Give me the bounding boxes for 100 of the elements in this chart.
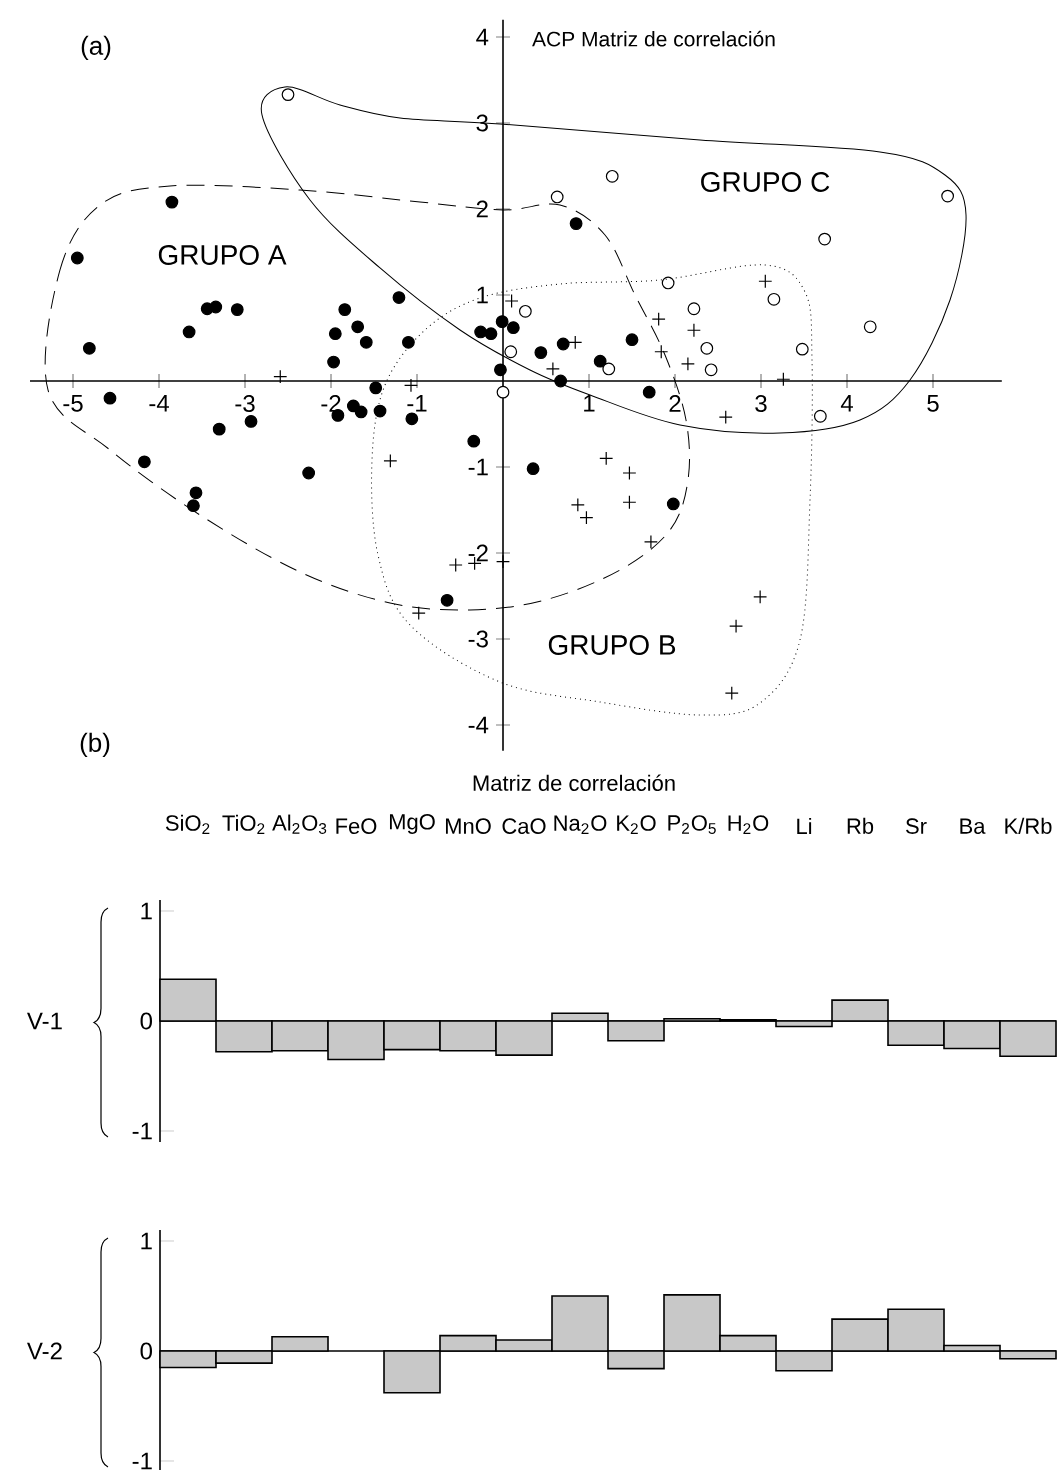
x-tick-label: Rb xyxy=(847,817,874,834)
point xyxy=(602,362,616,376)
x-tick-label: -1 xyxy=(407,395,427,412)
annotation: GRUPO A xyxy=(158,245,287,265)
point xyxy=(818,232,832,246)
point xyxy=(550,190,564,204)
point xyxy=(402,335,415,349)
x-tick-label: -3 xyxy=(235,395,255,413)
point xyxy=(440,593,454,607)
point xyxy=(484,327,498,341)
point xyxy=(622,495,637,510)
point xyxy=(622,466,637,480)
point xyxy=(165,195,179,209)
point xyxy=(328,327,342,341)
point xyxy=(545,361,560,376)
annotation: (b) xyxy=(80,732,110,758)
point xyxy=(405,412,419,426)
point xyxy=(680,356,695,371)
point xyxy=(506,321,520,335)
y-tick-label: 1 xyxy=(141,1232,152,1250)
x-tick-label: 3 xyxy=(755,395,767,413)
x-tick-label: 1 xyxy=(584,395,595,412)
x-tick-label: Sr xyxy=(906,818,927,834)
point xyxy=(137,455,151,469)
point xyxy=(187,499,200,513)
point xyxy=(496,385,510,399)
x-tick-label: MgO xyxy=(389,814,435,834)
y-tick-label: 0 xyxy=(140,1012,153,1030)
annotation: GRUPO C xyxy=(701,172,830,192)
x-tick-label: Na$_{2}$O xyxy=(554,815,607,834)
point xyxy=(651,312,666,327)
point xyxy=(411,606,426,621)
point xyxy=(570,497,585,512)
y-tick-label: -4 xyxy=(468,716,489,734)
x-tick-label: P$_{2}$O$_{5}$ xyxy=(668,815,716,834)
point xyxy=(556,337,570,351)
x-tick-label: FeO xyxy=(336,818,377,834)
y-tick-label: -1 xyxy=(468,458,488,476)
y-tick-label: -1 xyxy=(132,1122,152,1140)
x-tick-label: TiO$_{2}$ xyxy=(222,814,265,834)
y-tick-label: -3 xyxy=(468,630,488,648)
y-tick-label: 0 xyxy=(140,1342,153,1360)
y-axis-title: V-2 xyxy=(27,1342,62,1360)
x-tick-label: CaO xyxy=(502,818,546,834)
point xyxy=(700,341,714,355)
point xyxy=(554,374,568,388)
point xyxy=(704,363,718,377)
point xyxy=(448,558,463,573)
point xyxy=(666,497,680,511)
y-axis-title: V-1 xyxy=(27,1012,62,1030)
x-tick-label: K$_{2}$O xyxy=(617,815,656,834)
y-tick-label: -1 xyxy=(132,1452,152,1470)
point xyxy=(795,342,809,356)
point xyxy=(212,422,226,436)
x-tick-label: SiO$_{2}$ xyxy=(165,814,210,834)
x-tick-label: MnO xyxy=(445,818,491,834)
point xyxy=(495,315,509,329)
point xyxy=(373,404,387,418)
point xyxy=(526,462,540,476)
point xyxy=(579,510,594,525)
x-tick-label: 5 xyxy=(927,395,939,412)
point xyxy=(776,372,791,387)
point xyxy=(359,335,373,349)
point xyxy=(403,378,418,393)
x-tick-label: Ba xyxy=(960,818,986,834)
point xyxy=(70,251,84,265)
y-axis-title: ACP Matriz de correlación xyxy=(532,30,775,47)
point xyxy=(302,466,316,480)
y-tick-label: 1 xyxy=(477,286,488,304)
point xyxy=(383,453,398,468)
point xyxy=(643,534,658,549)
point xyxy=(351,320,365,334)
annotation: (a) xyxy=(81,35,111,61)
point xyxy=(863,320,877,334)
x-tick-label: 2 xyxy=(669,395,681,412)
point xyxy=(753,589,768,604)
point xyxy=(354,405,368,419)
point xyxy=(518,304,532,318)
point xyxy=(494,363,507,377)
y-tick-label: -2 xyxy=(468,544,488,562)
point xyxy=(281,88,295,101)
point xyxy=(103,391,117,405)
point xyxy=(82,341,96,355)
point xyxy=(941,189,955,203)
point xyxy=(569,217,583,230)
point xyxy=(369,381,383,395)
point xyxy=(244,415,258,428)
point xyxy=(729,619,744,634)
point xyxy=(534,346,548,360)
point xyxy=(338,303,352,316)
point xyxy=(209,300,223,314)
x-tick-label: Al$_{2}$O$_{3}$ xyxy=(272,814,327,834)
point xyxy=(599,451,614,466)
point xyxy=(467,434,481,448)
annotation: GRUPO B xyxy=(548,635,676,655)
point xyxy=(724,686,739,701)
point xyxy=(504,345,518,359)
x-tick-label: 4 xyxy=(840,395,853,412)
point xyxy=(813,409,827,423)
point xyxy=(605,169,619,183)
